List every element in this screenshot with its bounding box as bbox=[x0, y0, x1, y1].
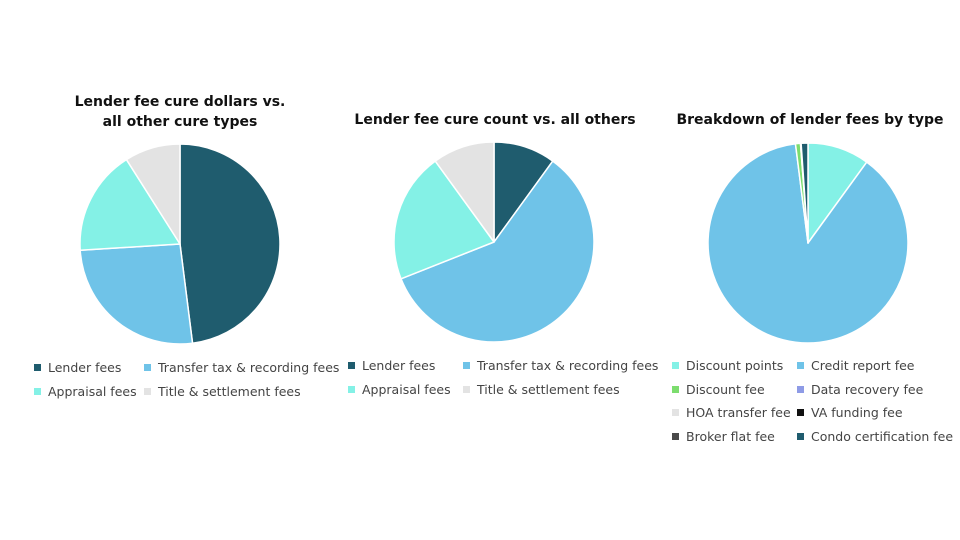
legend-item-broker-flat-fee: Broker flat fee bbox=[672, 429, 775, 444]
chart-legend: Lender fees Transfer tax & recording fees… bbox=[34, 360, 354, 408]
legend-item-lender-fees: Lender fees bbox=[34, 360, 121, 375]
legend-swatch bbox=[348, 386, 355, 393]
legend-label: Lender fees bbox=[48, 360, 122, 375]
legend-item-hoa-transfer-fee: HOA transfer fee bbox=[672, 405, 791, 420]
chart-panel-3: Breakdown of lender fees by type Discoun… bbox=[660, 0, 960, 540]
legend-label: Data recovery fee bbox=[811, 381, 924, 397]
legend-item-discount-points: Discount points bbox=[672, 358, 783, 373]
pie-slice-condo-certification-fee bbox=[800, 142, 809, 244]
pie-slice-title-and-settlement-fees bbox=[125, 143, 181, 245]
pie-chart bbox=[707, 142, 909, 344]
pie-slice-lender-fees bbox=[179, 143, 281, 344]
chart-legend: Discount points Credit report fee Discount… bbox=[672, 358, 957, 454]
chart-panel-1: Lender fee cure dollars vs. all other cu… bbox=[0, 0, 360, 540]
legend-swatch bbox=[797, 409, 804, 416]
pie-slice-appraisal-fees bbox=[393, 160, 495, 280]
legend-item-data-recovery-fee: Data recovery fee bbox=[797, 382, 923, 397]
legend-swatch bbox=[672, 432, 679, 440]
chart-title-line: Breakdown of lender fees by type bbox=[676, 112, 944, 128]
legend-swatch bbox=[34, 388, 41, 395]
legend-label: HOA transfer fee bbox=[686, 405, 791, 420]
legend-item-condo-certification-fee: Condo certification fee bbox=[797, 429, 953, 444]
legend-swatch bbox=[797, 432, 804, 440]
pie-slice-transfer-tax-and-recording-fees bbox=[79, 243, 194, 345]
legend-item-va-funding-fee: VA funding fee bbox=[797, 405, 903, 420]
chart-title-line: Lender fee cure count vs. all others bbox=[354, 112, 636, 128]
legend-label: Title & settlement fees bbox=[158, 384, 301, 399]
chart-legend: Lender fees Transfer tax & recording fees… bbox=[348, 358, 658, 406]
legend-item-title-and-settlement-fees: Title & settlement fees bbox=[144, 384, 301, 399]
legend-label: Discount points bbox=[686, 358, 784, 373]
legend-label: Appraisal fees bbox=[362, 382, 451, 397]
legend-label: Appraisal fees bbox=[48, 384, 137, 399]
legend-label: Lender fees bbox=[362, 358, 436, 373]
legend-swatch bbox=[672, 385, 679, 393]
legend-swatch bbox=[144, 364, 151, 371]
chart-title: Breakdown of lender fees by type bbox=[660, 110, 960, 130]
legend-swatch bbox=[672, 362, 679, 369]
chart-panel-2: Lender fee cure count vs. all others Len… bbox=[340, 0, 658, 540]
pie-slice-appraisal-fees bbox=[79, 158, 181, 252]
legend-item-transfer-tax-and-recording-fees: Transfer tax & recording fees bbox=[144, 360, 339, 375]
legend-label: Title & settlement fees bbox=[477, 382, 620, 397]
chart-title-line: all other cure types bbox=[102, 114, 258, 130]
legend-label: Condo certification fee bbox=[811, 428, 954, 444]
legend-label: Discount fee bbox=[686, 381, 765, 397]
pie-slice-title-and-settlement-fees bbox=[434, 141, 495, 243]
legend-item-title-and-settlement-fees: Title & settlement fees bbox=[463, 382, 620, 397]
chart-title-line: Lender fee cure dollars vs. bbox=[74, 94, 286, 110]
chart-title: Lender fee cure dollars vs. all other cu… bbox=[0, 92, 360, 132]
legend-label: Broker flat fee bbox=[686, 428, 775, 444]
legend-swatch bbox=[463, 362, 470, 369]
chart-title: Lender fee cure count vs. all others bbox=[340, 110, 650, 130]
legend-label: Transfer tax & recording fees bbox=[158, 360, 340, 375]
legend-label: Transfer tax & recording fees bbox=[477, 358, 659, 373]
legend-swatch bbox=[463, 386, 470, 393]
legend-swatch bbox=[144, 388, 151, 395]
legend-label: VA funding fee bbox=[811, 405, 903, 420]
pie-slice-transfer-tax-and-recording-fees bbox=[400, 160, 595, 343]
legend-swatch bbox=[348, 362, 355, 369]
legend-item-credit-report-fee: Credit report fee bbox=[797, 358, 915, 373]
legend-item-appraisal-fees: Appraisal fees bbox=[34, 384, 137, 399]
legend-swatch bbox=[797, 385, 804, 393]
legend-item-discount-fee: Discount fee bbox=[672, 382, 765, 397]
legend-label: Credit report fee bbox=[811, 358, 915, 373]
legend-swatch bbox=[672, 409, 679, 416]
legend-item-transfer-tax-and-recording-fees: Transfer tax & recording fees bbox=[463, 358, 658, 373]
pie-chart bbox=[79, 143, 281, 345]
legend-swatch bbox=[34, 364, 41, 371]
legend-swatch bbox=[797, 362, 804, 369]
pie-chart bbox=[393, 141, 595, 343]
legend-item-appraisal-fees: Appraisal fees bbox=[348, 382, 451, 397]
legend-item-lender-fees: Lender fees bbox=[348, 358, 435, 373]
